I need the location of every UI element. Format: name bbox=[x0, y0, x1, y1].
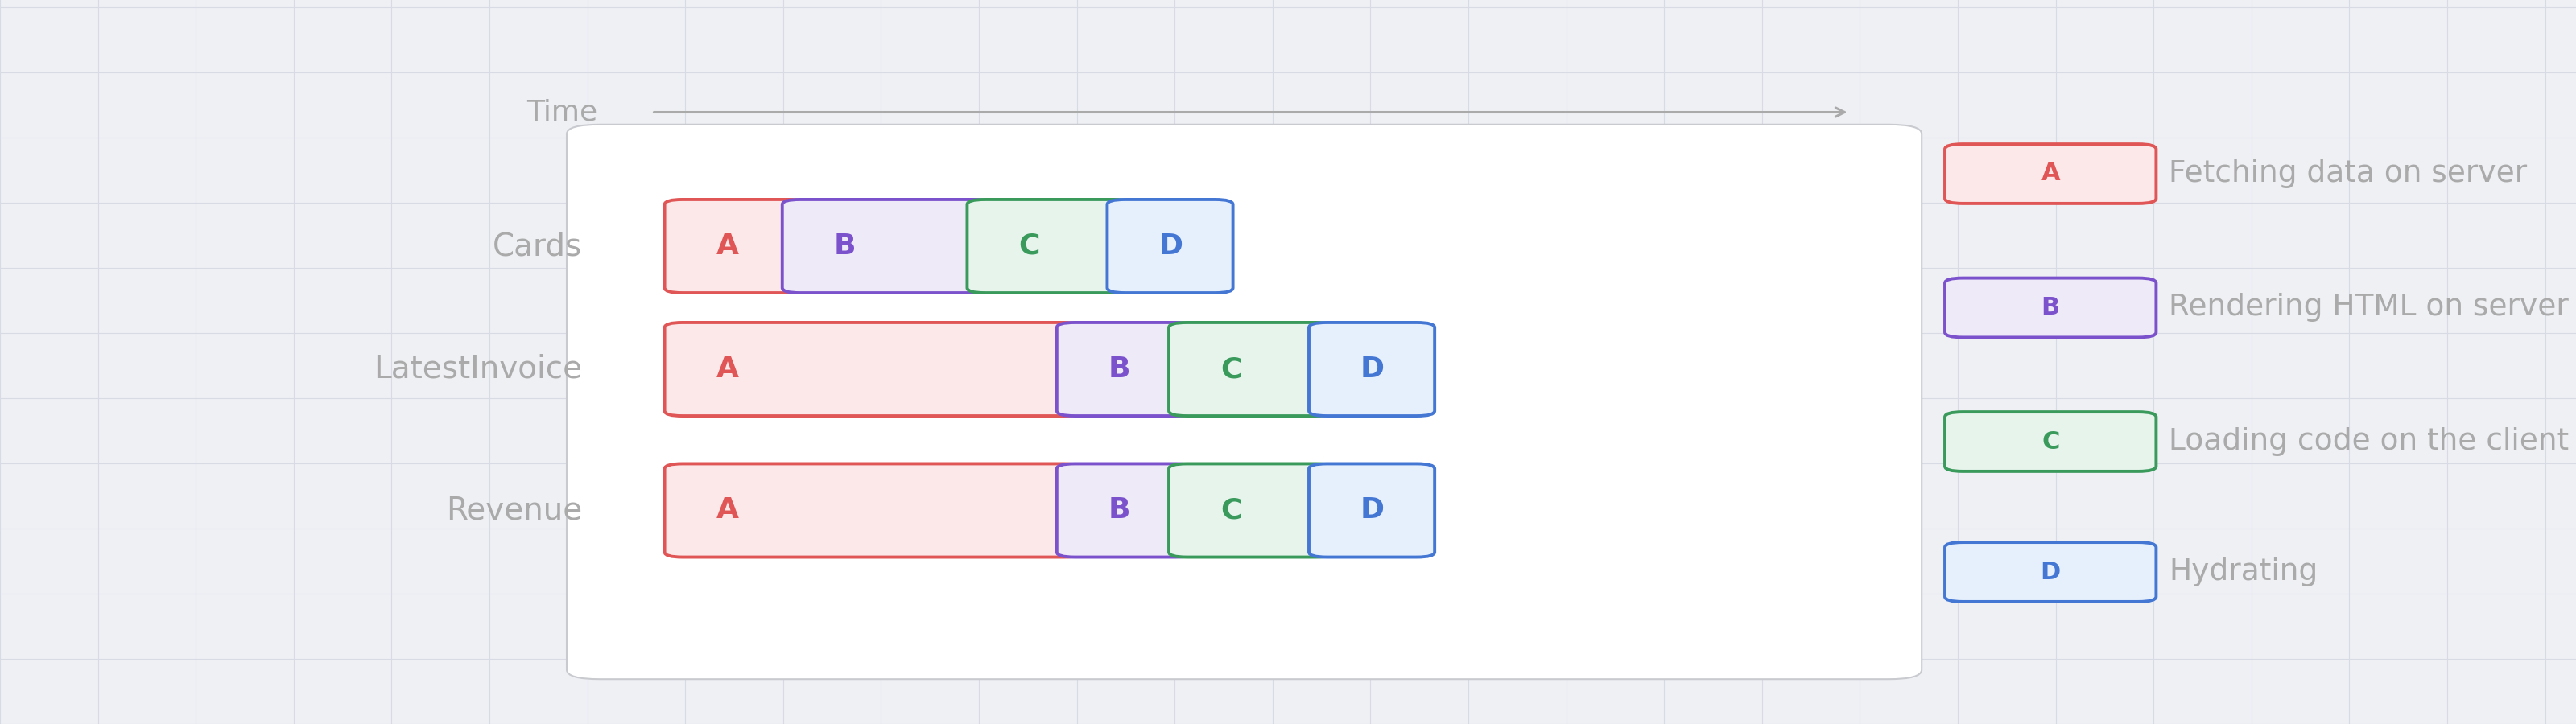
Text: B: B bbox=[835, 232, 855, 260]
FancyBboxPatch shape bbox=[1056, 323, 1193, 416]
Text: D: D bbox=[2040, 560, 2061, 584]
Text: D: D bbox=[1360, 497, 1386, 524]
FancyBboxPatch shape bbox=[1108, 199, 1234, 292]
Text: D: D bbox=[1159, 232, 1182, 260]
Text: Time: Time bbox=[526, 98, 598, 126]
FancyBboxPatch shape bbox=[1170, 323, 1334, 416]
Text: Revenue: Revenue bbox=[446, 495, 582, 526]
Text: Fetching data on server: Fetching data on server bbox=[2169, 159, 2527, 188]
Text: C: C bbox=[1018, 232, 1041, 260]
FancyBboxPatch shape bbox=[1945, 412, 2156, 471]
FancyBboxPatch shape bbox=[1056, 464, 1193, 557]
FancyBboxPatch shape bbox=[1309, 464, 1435, 557]
Text: B: B bbox=[1108, 355, 1131, 383]
Text: C: C bbox=[2043, 430, 2058, 453]
FancyBboxPatch shape bbox=[1945, 278, 2156, 337]
FancyBboxPatch shape bbox=[1170, 464, 1334, 557]
Text: C: C bbox=[1221, 497, 1242, 524]
Text: C: C bbox=[1221, 355, 1242, 383]
FancyBboxPatch shape bbox=[665, 323, 1082, 416]
Text: LatestInvoice: LatestInvoice bbox=[374, 354, 582, 384]
Text: D: D bbox=[1360, 355, 1386, 383]
Text: A: A bbox=[716, 497, 739, 524]
FancyBboxPatch shape bbox=[966, 199, 1131, 292]
Text: A: A bbox=[2040, 162, 2061, 185]
Text: A: A bbox=[716, 355, 739, 383]
FancyBboxPatch shape bbox=[783, 199, 992, 292]
FancyBboxPatch shape bbox=[1945, 542, 2156, 602]
Text: A: A bbox=[716, 232, 739, 260]
FancyBboxPatch shape bbox=[1945, 144, 2156, 203]
Text: Loading code on the client: Loading code on the client bbox=[2169, 427, 2568, 456]
FancyBboxPatch shape bbox=[1309, 323, 1435, 416]
Text: Cards: Cards bbox=[492, 231, 582, 261]
FancyBboxPatch shape bbox=[567, 125, 1922, 679]
Text: B: B bbox=[2040, 296, 2061, 319]
FancyBboxPatch shape bbox=[665, 464, 1082, 557]
Text: Rendering HTML on server: Rendering HTML on server bbox=[2169, 293, 2568, 322]
Text: Hydrating: Hydrating bbox=[2169, 557, 2318, 586]
FancyBboxPatch shape bbox=[665, 199, 806, 292]
Text: B: B bbox=[1108, 497, 1131, 524]
